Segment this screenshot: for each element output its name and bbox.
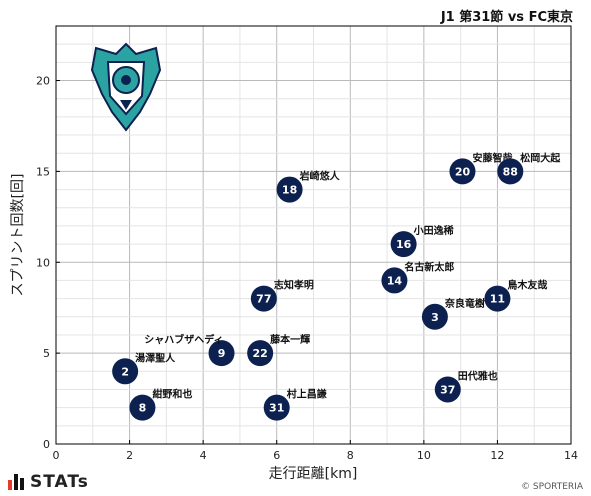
player-marker bbox=[390, 231, 417, 258]
player-point: 8 紺野和也 bbox=[129, 388, 192, 421]
player-point: 3 奈良竜樹 bbox=[421, 297, 485, 330]
player-name: 田代雅也 bbox=[458, 369, 498, 382]
player-name: 松岡大起 bbox=[520, 151, 561, 164]
player-number: 8 bbox=[139, 402, 147, 415]
y-tick-label: 10 bbox=[36, 256, 50, 269]
x-tick-label: 4 bbox=[200, 449, 207, 462]
player-number: 18 bbox=[282, 184, 297, 197]
player-number: 14 bbox=[387, 274, 403, 287]
match-title: J1 第31節 vs FC東京 bbox=[440, 10, 573, 25]
crest-ball-center bbox=[121, 75, 131, 85]
player-name: 藤本一輝 bbox=[270, 333, 310, 346]
player-name: 鳥木友哉 bbox=[507, 279, 547, 292]
x-tick-label: 12 bbox=[490, 449, 504, 462]
x-tick-label: 14 bbox=[564, 449, 578, 462]
grid bbox=[56, 25, 571, 444]
player-name: 小田逸稀 bbox=[413, 224, 454, 237]
player-number: 20 bbox=[455, 165, 471, 178]
x-tick-label: 2 bbox=[126, 449, 133, 462]
plot-frame bbox=[55, 25, 572, 445]
player-point: 2 湯澤聖人 bbox=[112, 351, 176, 385]
x-tick-label: 10 bbox=[417, 449, 431, 462]
player-number: 16 bbox=[396, 238, 412, 251]
player-number: 2 bbox=[121, 365, 129, 378]
team-crest bbox=[90, 42, 162, 132]
crest-point bbox=[120, 100, 132, 110]
x-axis-label: 走行距離[km] bbox=[269, 465, 358, 482]
x-tick-label: 6 bbox=[273, 449, 280, 462]
y-tick-label: 0 bbox=[43, 438, 50, 451]
player-name: 岩崎悠人 bbox=[299, 170, 341, 183]
copyright-credit: © SPORTERIA bbox=[521, 482, 583, 492]
player-marker bbox=[434, 376, 461, 403]
y-tick-label: 15 bbox=[36, 165, 50, 178]
player-number: 9 bbox=[218, 347, 226, 360]
player-number: 11 bbox=[490, 293, 505, 306]
player-number: 3 bbox=[431, 311, 439, 324]
y-tick-label: 5 bbox=[43, 347, 50, 360]
player-number: 22 bbox=[253, 347, 268, 360]
player-name: シャハブザヘディ bbox=[144, 333, 223, 346]
axes: 0 2 4 6 8 10 12 14 0 5 10 15 20 bbox=[36, 25, 578, 462]
player-marker bbox=[250, 285, 277, 312]
player-marker bbox=[247, 340, 274, 367]
player-number: 77 bbox=[256, 293, 271, 306]
player-name: 奈良竜樹 bbox=[444, 297, 485, 310]
player-marker bbox=[129, 394, 156, 421]
player-marker bbox=[112, 358, 139, 385]
stats-logo-text: STATs bbox=[30, 472, 89, 492]
player-marker bbox=[497, 158, 524, 185]
player-number: 31 bbox=[269, 402, 284, 415]
player-marker bbox=[421, 303, 448, 330]
axis-labels: 走行距離[km] スプリント回数[回] bbox=[10, 174, 357, 482]
player-name: 志知孝明 bbox=[274, 279, 314, 292]
player-marker bbox=[276, 176, 303, 203]
stats-bars-icon bbox=[8, 474, 24, 490]
player-name: 紺野和也 bbox=[152, 388, 192, 401]
player-number: 37 bbox=[440, 383, 455, 396]
player-name: 名古新太郎 bbox=[404, 260, 454, 273]
x-tick-label: 8 bbox=[347, 449, 354, 462]
player-number: 88 bbox=[503, 165, 518, 178]
player-marker bbox=[263, 394, 290, 421]
player-marker bbox=[381, 267, 408, 294]
player-name: 村上昌謙 bbox=[287, 388, 327, 401]
x-tick-label: 0 bbox=[53, 449, 60, 462]
player-name: 湯澤聖人 bbox=[135, 351, 176, 364]
y-tick-label: 20 bbox=[36, 75, 50, 88]
stats-logo: STATs bbox=[8, 472, 89, 492]
player-marker bbox=[208, 340, 235, 367]
player-marker bbox=[484, 285, 511, 312]
y-axis-label: スプリント回数[回] bbox=[10, 174, 26, 297]
player-marker bbox=[449, 158, 476, 185]
